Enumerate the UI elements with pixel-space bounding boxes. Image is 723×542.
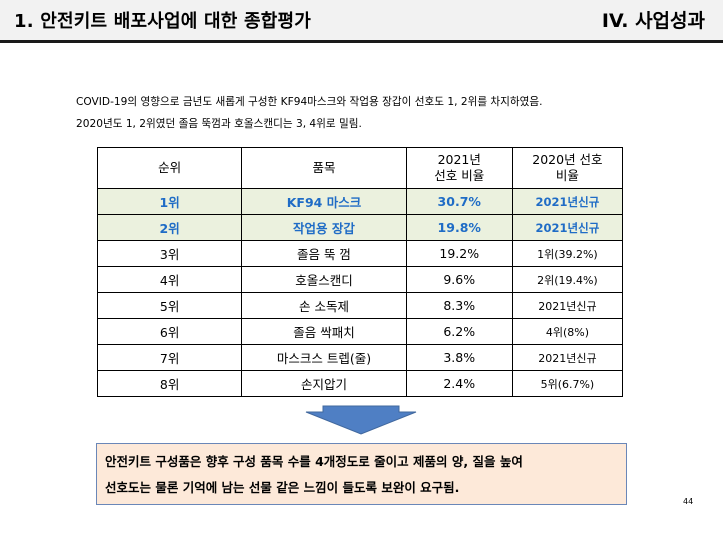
header-rate-2021: 2021년 선호 비율: [405, 147, 513, 189]
down-arrow-icon: [305, 405, 417, 435]
table-row: 8위 손지압기 2.4% 5위(6.7%): [96, 370, 624, 397]
rank-cell: 7위: [96, 344, 243, 371]
rate-2021-cell: 19.8%: [405, 214, 513, 241]
item-cell: 마스크스 트렙(줄): [241, 344, 407, 371]
rate-2020-cell: 2021년신규: [511, 188, 624, 215]
table-row: 5위 손 소독제 8.3% 2021년신규: [96, 292, 624, 319]
table-row: 6위 졸음 싹패치 6.2% 4위(8%): [96, 318, 624, 345]
preference-table: 순위 품목 2021년 선호 비율 2020년 선호 비율 1위 KF94 마스크 30…: [96, 147, 624, 397]
rank-cell: 5위: [96, 292, 243, 319]
table-row: 7위 마스크스 트렙(줄) 3.8% 2021년신규: [96, 344, 624, 371]
rank-cell: 2위: [96, 214, 243, 241]
rank-cell: 1위: [96, 188, 243, 215]
section-title: IV. 사업성과: [601, 10, 705, 32]
conclusion-line-1: 안전키트 구성품은 향후 구성 품목 수를 4개정도로 줄이고 제품의 양, 질…: [105, 454, 523, 469]
table-body: 1위 KF94 마스크 30.7% 2021년신규 2위 작업용 장갑 19.8% 2021년…: [96, 188, 624, 397]
table-row: 4위 호올스캔디 9.6% 2위(19.4%): [96, 266, 624, 293]
rate-2021-cell: 8.3%: [405, 292, 513, 319]
item-cell: 손 소독제: [241, 292, 407, 319]
header-rate-2020: 2020년 선호 비율: [511, 147, 624, 189]
rate-2020-cell: 2021년신규: [511, 292, 624, 319]
table-row: 2위 작업용 장갑 19.8% 2021년신규: [96, 214, 624, 241]
rank-cell: 3위: [96, 240, 243, 267]
rate-2020-cell: 4위(8%): [511, 318, 624, 345]
slide-title: 1. 안전키트 배포사업에 대한 종합평가: [14, 11, 312, 32]
item-cell: KF94 마스크: [241, 188, 407, 215]
intro-line-1: COVID-19의 영향으로 금년도 새롭게 구성한 KF94마스크와 작업용 …: [76, 96, 543, 108]
header-item: 품목: [241, 147, 407, 189]
item-cell: 호올스캔디: [241, 266, 407, 293]
rate-2020-cell: 1위(39.2%): [511, 240, 624, 267]
item-cell: 손지압기: [241, 370, 407, 397]
intro-line-2: 2020년도 1, 2위였던 졸음 뚝껌과 호올스캔디는 3, 4위로 밀림.: [76, 118, 362, 130]
rate-2021-cell: 6.2%: [405, 318, 513, 345]
rate-2020-cell: 2021년신규: [511, 344, 624, 371]
item-cell: 졸음 뚝 껌: [241, 240, 407, 267]
rank-cell: 4위: [96, 266, 243, 293]
conclusion-box: 안전키트 구성품은 향후 구성 품목 수를 4개정도로 줄이고 제품의 양, 질…: [96, 443, 627, 505]
table-header-row: 순위 품목 2021년 선호 비율 2020년 선호 비율: [96, 147, 624, 189]
rate-2021-cell: 2.4%: [405, 370, 513, 397]
rank-cell: 6위: [96, 318, 243, 345]
rank-cell: 8위: [96, 370, 243, 397]
item-cell: 작업용 장갑: [241, 214, 407, 241]
header-rank: 순위: [96, 147, 243, 189]
down-arrow-shape: [305, 405, 417, 435]
intro-text: COVID-19의 영향으로 금년도 새롭게 구성한 KF94마스크와 작업용 …: [76, 91, 676, 135]
table-row: 3위 졸음 뚝 껌 19.2% 1위(39.2%): [96, 240, 624, 267]
conclusion-line-2: 선호도는 물론 기억에 남는 선물 같은 느낌이 들도록 보완이 요구됨.: [105, 480, 460, 495]
rate-2020-cell: 5위(6.7%): [511, 370, 624, 397]
rate-2021-cell: 19.2%: [405, 240, 513, 267]
page-number: 44: [683, 497, 694, 506]
slide-header: 1. 안전키트 배포사업에 대한 종합평가 IV. 사업성과: [0, 0, 723, 43]
rate-2021-cell: 3.8%: [405, 344, 513, 371]
rate-2021-cell: 30.7%: [405, 188, 513, 215]
rate-2020-cell: 2021년신규: [511, 214, 624, 241]
item-cell: 졸음 싹패치: [241, 318, 407, 345]
table-row: 1위 KF94 마스크 30.7% 2021년신규: [96, 188, 624, 215]
rate-2020-cell: 2위(19.4%): [511, 266, 624, 293]
rate-2021-cell: 9.6%: [405, 266, 513, 293]
